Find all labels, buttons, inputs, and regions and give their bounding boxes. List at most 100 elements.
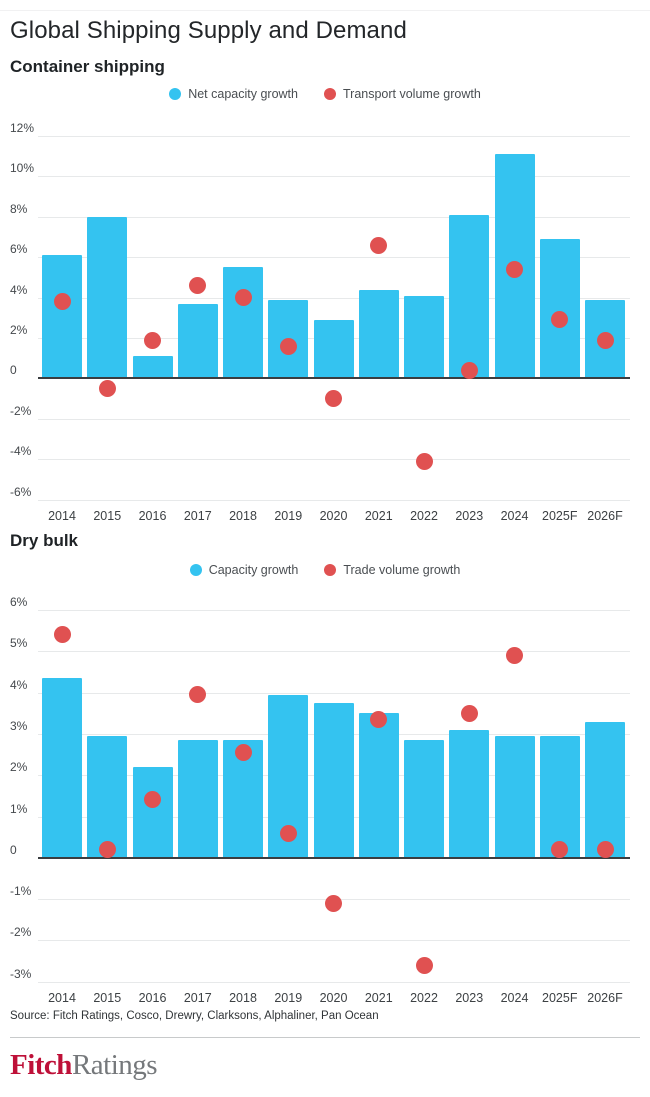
- scatter-dot-2016: [144, 331, 161, 349]
- bar-2026F: [585, 721, 625, 858]
- gridline: [38, 459, 630, 461]
- red-circle-icon: [324, 564, 337, 576]
- red-circle-icon: [323, 88, 336, 100]
- gridline: [38, 940, 630, 942]
- fitch-ratings-logo: FitchRatings: [10, 1049, 158, 1082]
- container-shipping-chart: 12% 10% 8% 6% 4% 2% 0 -2% -4% -6% 2014 2015 2016 2017…: [10, 120, 640, 530]
- bar-2022: [404, 295, 444, 379]
- gridline: [38, 692, 630, 694]
- source-note: Source: Fitch Ratings, Cosco, Drewry, Cl…: [10, 1010, 379, 1022]
- dry-bulk-chart: 6% 5% 4% 3% 2% 1% 0 -1% -2% -3% 2014 2015 2016 2017 20…: [10, 594, 640, 1014]
- scatter-dot-2019: [279, 337, 297, 355]
- y-tick-label: -4%: [10, 444, 32, 459]
- chart-title-dry-bulk: Dry bulk: [10, 531, 79, 550]
- legend-item-trade-volume-growth: Trade volume growth: [324, 563, 460, 577]
- legend-container-shipping: Net capacity growth Transport volume gro…: [0, 87, 650, 101]
- scatter-dot-2017: [189, 276, 207, 294]
- scatter-dot-2026F: [596, 331, 614, 349]
- legend-label: Net capacity growth: [188, 87, 298, 101]
- scatter-dot-2024: [506, 646, 523, 664]
- x-tick-label: 2026F: [587, 990, 623, 1005]
- x-tick-label: 2023: [455, 990, 484, 1005]
- bar-2024: [494, 735, 535, 858]
- x-tick-label: 2016: [138, 508, 167, 523]
- scatter-dot-2018: [234, 289, 252, 307]
- y-tick-label: 10%: [10, 161, 35, 176]
- x-tick-label: 2020: [319, 508, 348, 523]
- bar-2017: [177, 740, 218, 858]
- scatter-dot-2017: [189, 686, 207, 704]
- x-tick-label: 2024: [500, 990, 529, 1005]
- scatter-dot-2019: [279, 824, 297, 842]
- gridline: [38, 297, 630, 299]
- scatter-dot-2022: [415, 956, 433, 974]
- scatter-dot-2015: [98, 841, 116, 859]
- y-tick-label: -6%: [10, 484, 32, 499]
- scatter-dot-2026F: [596, 841, 614, 859]
- scatter-dot-2014: [53, 293, 71, 311]
- x-tick-label: 2021: [364, 508, 393, 523]
- legend-item-transport-volume-growth: Transport volume growth: [323, 87, 481, 101]
- x-tick-label: 2023: [455, 508, 484, 523]
- blue-circle-icon: [189, 564, 202, 576]
- y-tick-label: 4%: [10, 677, 28, 692]
- y-tick-label: 6%: [10, 242, 28, 257]
- x-tick-label: 2025F: [542, 990, 578, 1005]
- x-tick-label: 2024: [500, 508, 529, 523]
- bar-2025F: [539, 735, 580, 858]
- y-tick-label: 8%: [10, 201, 28, 216]
- bar-2016: [132, 766, 173, 858]
- y-tick-label: 3%: [10, 718, 28, 733]
- scatter-dot-2020: [325, 390, 342, 408]
- gridline: [38, 651, 630, 653]
- y-tick-label: -3%: [10, 966, 32, 981]
- page-title: Global Shipping Supply and Demand: [10, 17, 407, 44]
- bar-2023: [449, 214, 490, 379]
- x-tick-label: 2019: [274, 508, 303, 523]
- bar-2015: [87, 735, 128, 858]
- scatter-dot-2015: [98, 380, 116, 397]
- scatter-dot-2016: [144, 791, 161, 809]
- gridline: [38, 136, 630, 137]
- gridline: [38, 418, 630, 420]
- x-tick-label: 2017: [183, 508, 212, 523]
- legend-label: Transport volume growth: [342, 87, 481, 101]
- bar-2023: [449, 729, 490, 858]
- top-divider: [0, 10, 650, 11]
- bar-2015: [87, 216, 128, 379]
- gridline: [38, 257, 630, 259]
- scatter-dot-2023: [460, 361, 478, 379]
- x-tick-label: 2025F: [542, 508, 578, 523]
- chart-title-container-shipping: Container shipping: [10, 57, 165, 76]
- gridline: [38, 610, 630, 611]
- scatter-dot-2025F: [551, 841, 569, 859]
- x-tick-label: 2018: [229, 990, 257, 1005]
- legend-item-net-capacity-growth: Net capacity growth: [169, 87, 298, 101]
- scatter-dot-2014: [53, 626, 71, 644]
- scatter-dot-2020: [325, 894, 342, 912]
- x-tick-label: 2015: [93, 990, 122, 1005]
- bar-2014: [42, 678, 82, 858]
- bar-2020: [313, 702, 354, 858]
- bar-2017: [177, 303, 218, 379]
- bar-2022: [404, 740, 444, 858]
- gridline: [38, 216, 630, 218]
- legend-label: Trade volume growth: [343, 563, 461, 577]
- blue-circle-icon: [169, 88, 182, 100]
- logo-ratings-text: Ratings: [71, 1049, 158, 1081]
- x-tick-label: 2026F: [587, 508, 623, 523]
- x-tick-label: 2018: [229, 508, 257, 523]
- y-tick-label: 1%: [10, 801, 28, 816]
- x-tick-label: 2014: [48, 508, 76, 523]
- bar-2018: [223, 267, 263, 379]
- x-tick-label: 2016: [138, 990, 167, 1005]
- y-tick-label: -2%: [10, 925, 32, 940]
- x-tick-label: 2021: [364, 990, 393, 1005]
- y-tick-label: 5%: [10, 636, 28, 651]
- scatter-dot-2022: [415, 452, 433, 470]
- y-tick-label: 2%: [10, 760, 28, 775]
- x-tick-label: 2020: [319, 990, 348, 1005]
- x-tick-label: 2022: [410, 990, 438, 1005]
- bar-2021: [358, 289, 399, 379]
